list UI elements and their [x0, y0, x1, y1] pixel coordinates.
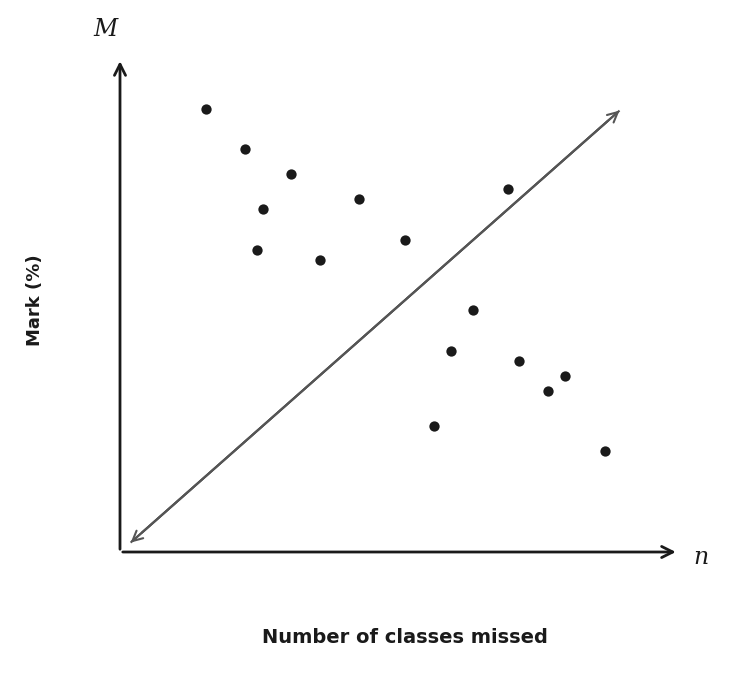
Point	[559, 370, 571, 381]
Point	[200, 104, 211, 115]
Point	[256, 204, 268, 215]
Point	[399, 234, 411, 245]
Point	[239, 144, 251, 155]
Point	[251, 244, 262, 255]
Point	[285, 168, 297, 179]
Text: M: M	[94, 18, 118, 41]
Point	[445, 345, 457, 356]
Point	[598, 446, 610, 457]
Point	[542, 385, 554, 396]
Point	[314, 255, 326, 266]
Text: Number of classes missed: Number of classes missed	[262, 628, 548, 647]
Text: Mark (%): Mark (%)	[26, 255, 44, 346]
Point	[353, 194, 365, 205]
Point	[513, 355, 525, 366]
Point	[502, 184, 514, 195]
Point	[427, 420, 439, 432]
Text: n: n	[693, 546, 708, 569]
Point	[467, 305, 479, 316]
